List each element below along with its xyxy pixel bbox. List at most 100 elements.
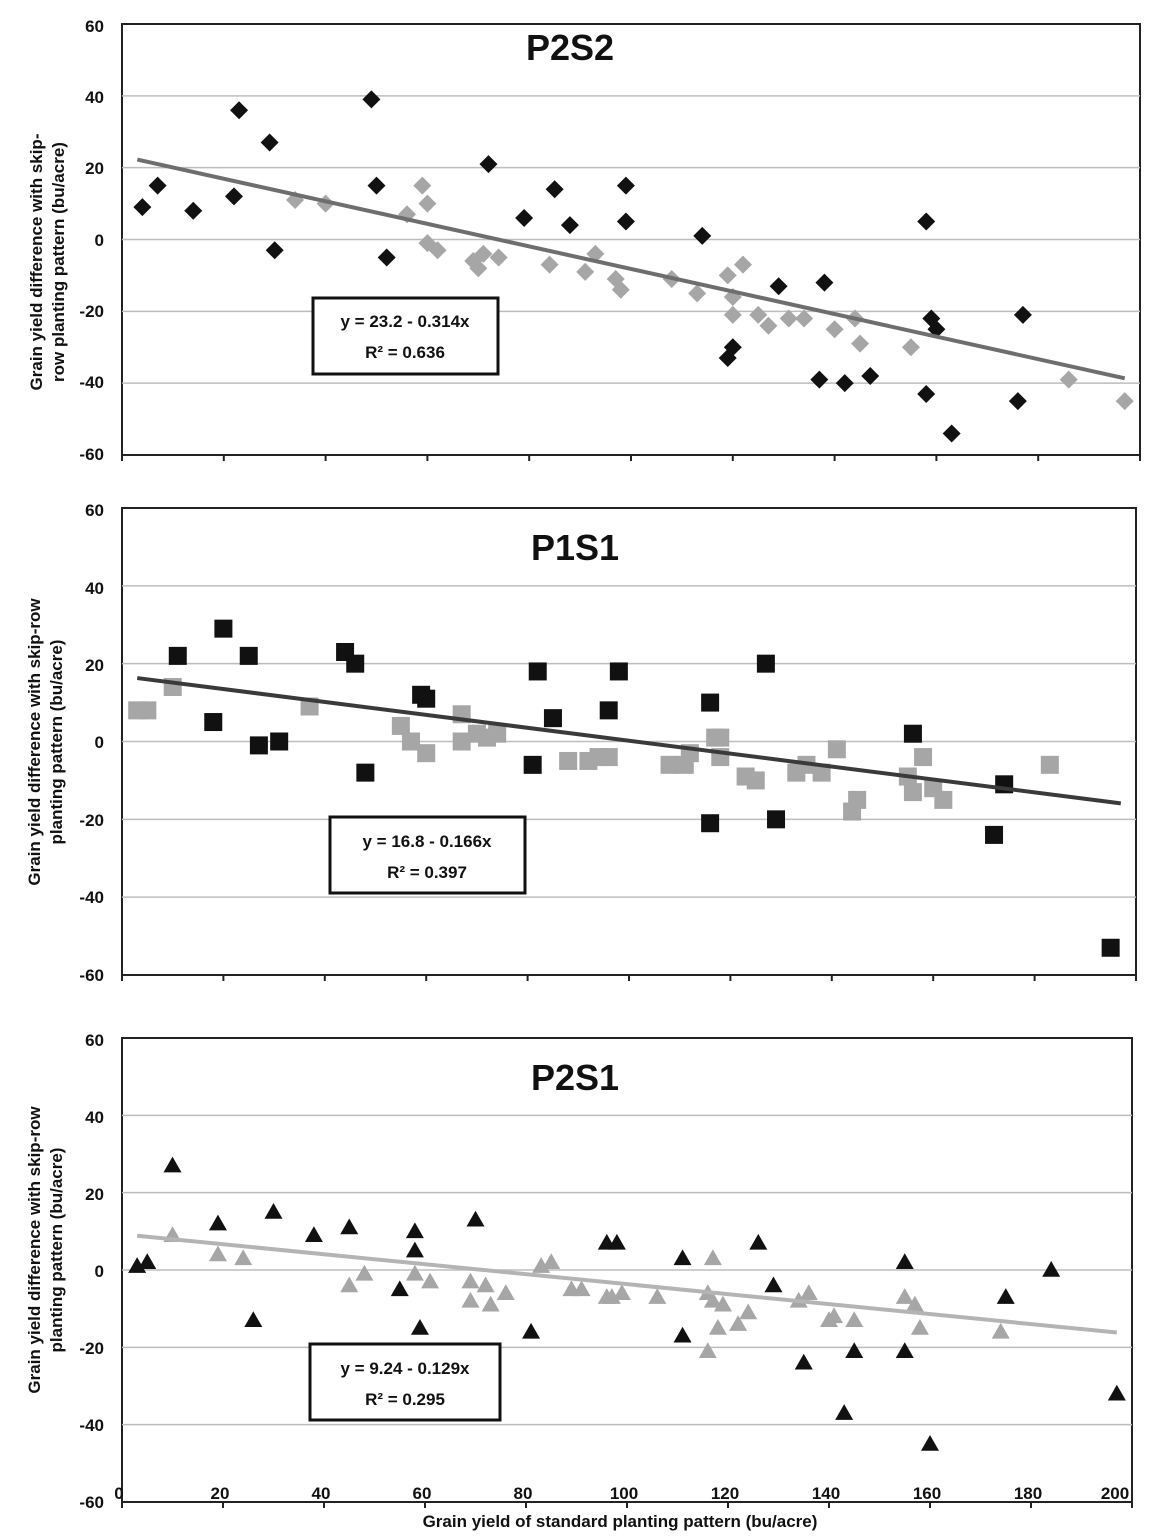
data-point-dark [835,1404,854,1420]
data-point-light [559,751,578,770]
data-point-dark [701,814,720,833]
data-point-light [910,1319,929,1335]
data-point-light [845,1311,864,1328]
data-point-light [612,1284,631,1300]
data-point-dark [607,1233,626,1250]
data-point-dark [723,338,742,357]
y-tick-label: -60 [79,445,104,464]
data-point-light [848,790,867,809]
data-point-dark [133,198,152,217]
y-tick-label: 40 [85,579,104,598]
data-point-dark [1008,392,1027,411]
data-point-light [708,1319,727,1335]
data-point-dark [163,1156,182,1173]
y-tick-label: -60 [79,966,104,985]
data-point-light [1059,370,1078,389]
x-tick-label: 40 [312,1484,331,1503]
data-points [128,619,1120,957]
data-point-dark [204,713,223,732]
data-point-light [461,1272,480,1289]
data-point-light [991,1322,1010,1339]
data-point-dark [244,1311,263,1328]
trend-line [136,157,1126,381]
data-point-light [540,255,559,274]
y-axis-label: Grain yield difference with skip- row pl… [27,134,68,391]
data-point-light [391,716,410,735]
data-point-dark [985,825,1004,844]
data-point-light [489,248,508,267]
plot-background [121,23,1141,461]
data-point-light [572,1280,591,1297]
data-point-dark [405,1241,424,1258]
data-point-dark [764,1276,783,1293]
data-point-light [729,1315,748,1331]
data-point-dark [794,1353,813,1370]
y-tick-label: -20 [79,1339,104,1358]
y-axis-label-line2: planting pattern (bu/acre) [47,1148,66,1353]
data-point-light [825,320,844,339]
y-tick-label: 60 [85,501,104,520]
x-tick-label: 80 [514,1484,533,1503]
data-point-dark [260,133,279,152]
data-point-light [660,755,679,774]
y-tick-label: -60 [79,1493,104,1512]
data-point-dark [304,1226,323,1242]
data-point-light [481,1295,500,1312]
data-point-light [934,790,953,809]
y-tick-label: 60 [85,17,104,36]
data-point-dark [845,1342,864,1358]
data-point-dark [340,1218,359,1235]
data-point-light [401,732,420,751]
y-tick-label: 0 [95,231,104,250]
data-point-light [825,1307,844,1324]
data-point-dark [367,176,386,195]
plot-background [121,1037,1133,1508]
trend-line [136,676,1122,806]
x-tick-label: 180 [1014,1484,1042,1503]
y-tick-label: -20 [79,811,104,830]
equation-box: y = 16.8 - 0.166x R² = 0.397 [328,815,527,895]
data-point-dark [1013,305,1032,324]
data-point-dark [479,155,498,174]
data-point-dark [1107,1384,1126,1401]
data-point-dark [616,176,635,195]
data-point-light [688,284,707,303]
data-point-dark [138,1253,157,1270]
y-tick-label: 0 [95,733,104,752]
y-axis-label-line2: planting pattern (bu/acre) [47,640,66,845]
data-point-dark [895,1342,914,1358]
data-point-light [779,309,798,328]
data-point-light [1040,755,1059,774]
data-point-dark [749,1233,768,1250]
data-point-light [208,1245,227,1262]
data-point-light [355,1264,374,1281]
equation-box: y = 23.2 - 0.314x R² = 0.636 [311,296,500,376]
data-point-dark [996,1288,1015,1304]
data-point-dark [148,176,167,195]
y-axis-label: Grain yield difference with skip-row pla… [25,1106,66,1394]
panel-p2s1: P2S1 Grain yield difference with skip-ro… [25,1031,1133,1512]
data-point-dark [270,732,289,751]
r-squared: R² = 0.636 [365,343,445,362]
regression-equation: y = 16.8 - 0.166x [362,832,492,851]
data-point-light [901,338,920,357]
data-point-light [698,1342,717,1358]
data-point-dark [224,187,243,206]
y-tick-label: -40 [79,888,104,907]
data-point-dark [693,226,712,245]
data-point-light [476,1276,495,1293]
data-point-light [1115,392,1134,411]
data-point-light [576,262,595,281]
data-point-dark [168,646,187,665]
data-point-light [703,1291,722,1308]
data-point-light [895,1288,914,1304]
data-point-dark [543,709,562,728]
x-tick-label: 200 [1101,1484,1129,1503]
x-tick-label: 0 [114,1484,123,1503]
y-tick-labels: 60 40 20 0 -20 -40 -60 [79,17,104,464]
data-point-light [914,748,933,767]
data-point-dark [756,654,775,673]
data-points [128,1156,1126,1451]
y-axis-label-line2: row planting pattern (bu/acre) [49,142,68,382]
